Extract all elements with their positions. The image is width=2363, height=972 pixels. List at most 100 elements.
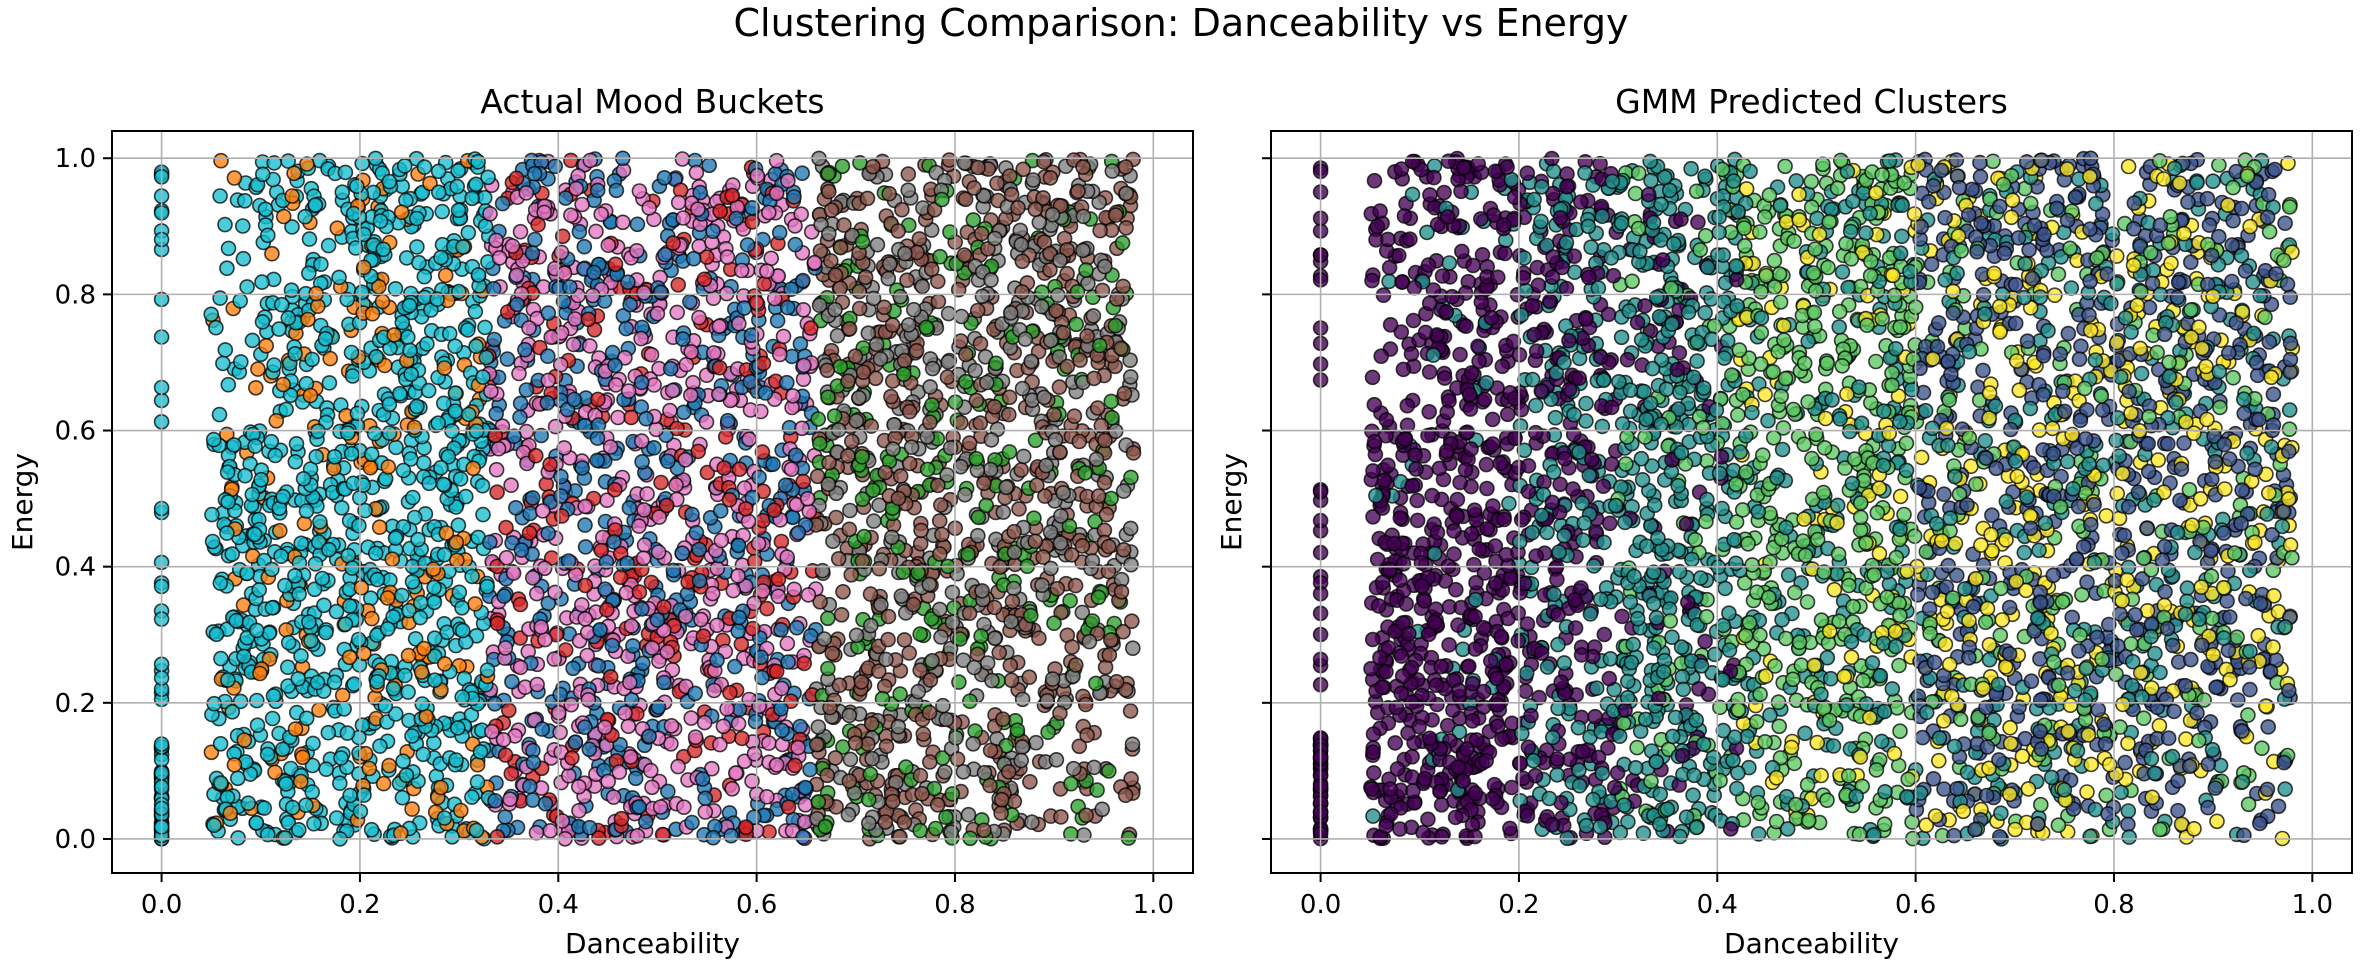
scatter-point: [814, 562, 831, 579]
scatter-point: [328, 810, 345, 826]
scatter-point: [1088, 675, 1104, 692]
scatter-point: [831, 677, 848, 694]
scatter-point: [511, 365, 527, 382]
scatter-point: [543, 329, 560, 346]
scatter-point: [634, 601, 650, 617]
scatter-point: [475, 369, 491, 385]
scatter-point: [709, 617, 725, 634]
scatter-point: [1027, 533, 1043, 550]
scatter-point: [306, 581, 323, 598]
scatter-point: [521, 525, 538, 541]
scatter-point: [460, 406, 477, 423]
scatter-point: [211, 406, 228, 423]
scatter-point: [636, 502, 652, 518]
scatter-point: [1062, 592, 1078, 609]
scatter-point: [381, 757, 397, 774]
scatter-point: [1114, 235, 1131, 251]
scatter-point: [921, 576, 938, 593]
scatter-point: [266, 357, 282, 373]
scatter-point: [939, 369, 956, 385]
scatter-point: [375, 775, 392, 792]
scatter-point: [989, 175, 1005, 192]
scatter-point: [474, 477, 491, 494]
scatter-point: [503, 765, 520, 782]
scatter-point: [563, 696, 580, 713]
scatter-point: [931, 513, 948, 529]
scatter-point: [1075, 242, 1091, 259]
scatter-point: [1044, 206, 1061, 223]
scatter-point: [301, 231, 318, 247]
scatter-point: [244, 332, 261, 349]
scatter-point: [1517, 683, 1534, 700]
scatter-point: [513, 542, 530, 558]
scatter-point: [768, 663, 785, 680]
scatter-point: [662, 360, 679, 377]
scatter-point: [982, 742, 999, 759]
scatter-point: [930, 477, 946, 494]
scatter-point: [369, 673, 385, 690]
scatter-point: [584, 287, 601, 304]
scatter-point: [1115, 541, 1132, 558]
scatter-point: [251, 582, 268, 598]
scatter-point: [1081, 633, 1098, 650]
scatter-point: [860, 325, 877, 342]
scatter-point: [464, 568, 480, 585]
scatter-point: [206, 695, 222, 712]
scatter-point: [321, 541, 337, 558]
scatter-point: [757, 385, 774, 401]
scatter-point: [656, 674, 672, 691]
scatter-point: [361, 760, 378, 777]
scatter-point: [896, 814, 913, 831]
scatter-point: [670, 758, 686, 775]
scatter-point: [863, 418, 880, 434]
scatter-point: [961, 605, 978, 622]
scatter-point: [1619, 351, 1636, 368]
scatter-point: [840, 806, 857, 823]
scatter-point: [631, 584, 648, 600]
scatter-point: [644, 779, 660, 796]
y-tick-label: 0.2: [55, 689, 96, 719]
scatter-point: [491, 250, 508, 266]
scatter-point: [922, 414, 938, 431]
scatter-point: [318, 761, 335, 778]
scatter-point: [415, 746, 432, 763]
scatter-point: [768, 185, 785, 202]
scatter-point: [993, 791, 1010, 808]
scatter-point: [217, 216, 233, 233]
scatter-point: [1115, 483, 1132, 499]
scatter-point: [969, 302, 986, 319]
scatter-point: [931, 546, 948, 562]
scatter-point: [286, 165, 302, 182]
scatter-point: [426, 579, 442, 596]
scatter-point: [960, 806, 977, 823]
scatter-point: [248, 379, 264, 396]
scatter-point: [296, 515, 313, 532]
scatter-point: [259, 746, 276, 763]
scatter-point: [203, 306, 219, 323]
scatter-point: [1005, 580, 1022, 597]
scatter-point: [568, 180, 585, 197]
scatter-point: [915, 726, 932, 742]
scatter-point: [438, 525, 455, 541]
scatter-point: [706, 682, 722, 699]
scatter-point: [811, 297, 828, 314]
scatter-point: [1098, 506, 1115, 523]
scatter-point: [279, 659, 296, 676]
scatter-point: [830, 550, 847, 567]
scatter-point: [298, 797, 314, 814]
scatter-point: [641, 200, 658, 216]
scatter-point: [350, 631, 367, 648]
scatter-point: [512, 395, 529, 412]
scatter-point: [890, 223, 907, 239]
scatter-point: [290, 670, 307, 687]
scatter-point: [1068, 657, 1084, 673]
scatter-point: [552, 356, 569, 373]
scatter-point: [851, 283, 868, 300]
scatter-point: [892, 828, 908, 845]
scatter-point: [747, 713, 764, 730]
scatter-point: [771, 224, 788, 241]
x-tick-label: 0.4: [538, 890, 579, 920]
scatter-point: [409, 398, 425, 415]
scatter-point: [264, 599, 281, 616]
